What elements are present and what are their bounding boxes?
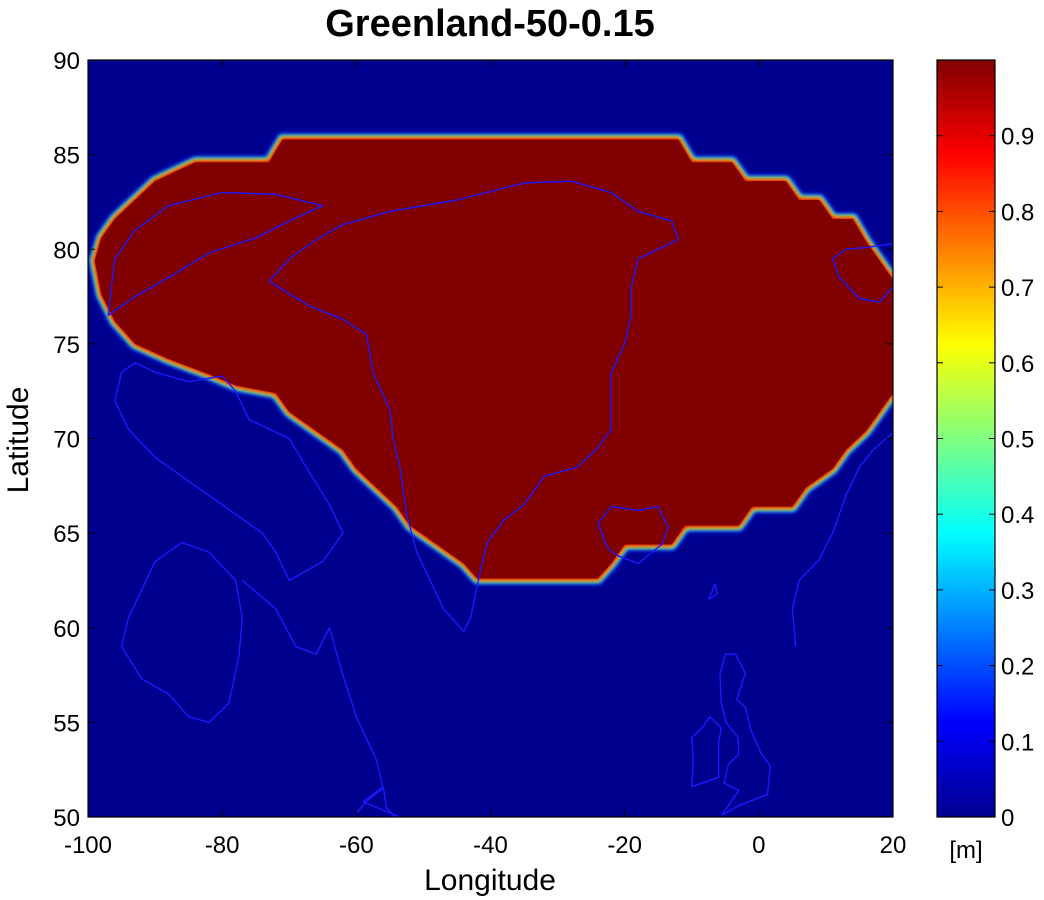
iceland-coast <box>597 505 669 565</box>
baffin-coast <box>114 362 344 582</box>
x-tick-label: -60 <box>339 832 374 859</box>
x-tick-label: -40 <box>473 832 508 859</box>
newfoundland-coast <box>362 786 401 817</box>
colorbar-tick-label: 0.9 <box>1001 124 1034 151</box>
y-axis-label: Latitude <box>2 387 35 494</box>
hudson-bay-coast <box>120 541 243 724</box>
y-tick-label: 50 <box>53 805 80 832</box>
map-plot-area <box>87 59 894 818</box>
colorbar-tick-label: 0.3 <box>1001 578 1034 605</box>
colorbar: 0 0.1 0.2 0.3 0.4 0.5 0.6 0.7 0.8 0.9 [m] <box>936 59 1034 864</box>
x-tick-label: 0 <box>752 832 765 859</box>
colorbar-tick-label: 0.8 <box>1001 199 1034 226</box>
y-tick-label: 80 <box>53 237 80 264</box>
ellesmere-coast <box>107 191 324 317</box>
colorbar-ticks: 0 0.1 0.2 0.3 0.4 0.5 0.6 0.7 0.8 0.9 <box>937 124 1034 832</box>
x-axis-ticks: -100 -80 -60 -40 -20 0 20 <box>64 60 906 859</box>
colorbar-tick-label: 0.1 <box>1001 729 1034 756</box>
y-tick-label: 65 <box>53 521 80 548</box>
colorbar-gradient <box>936 59 996 818</box>
colorbar-unit-label: [m] <box>949 837 982 864</box>
y-tick-label: 75 <box>53 332 80 359</box>
norway-coast <box>791 432 893 647</box>
mask-region <box>94 139 893 579</box>
colorbar-tick-label: 0.2 <box>1001 654 1034 681</box>
x-tick-label: -80 <box>205 832 240 859</box>
labrador-coast <box>241 579 384 814</box>
greenland-coast <box>268 180 679 632</box>
ireland-coast <box>691 716 722 788</box>
y-tick-label: 70 <box>53 427 80 454</box>
svalbard-coast <box>831 242 893 303</box>
colorbar-tick-label: 0.6 <box>1001 351 1034 378</box>
x-axis-label: Longitude <box>424 864 556 897</box>
y-tick-label: 60 <box>53 616 80 643</box>
coastlines <box>107 180 893 817</box>
y-axis-ticks: 90 85 80 75 70 65 60 55 50 <box>53 48 893 832</box>
y-tick-label: 85 <box>53 143 80 170</box>
x-tick-label: 20 <box>880 832 907 859</box>
x-tick-label: -20 <box>607 832 642 859</box>
colorbar-tick-label: 0.5 <box>1001 427 1034 454</box>
colorbar-tick-label: 0.7 <box>1001 275 1034 302</box>
y-tick-label: 90 <box>53 48 80 75</box>
britain-coast <box>719 653 771 816</box>
colorbar-tick-label: 0.4 <box>1001 502 1034 529</box>
faroe-coast <box>707 583 718 600</box>
x-tick-label: -100 <box>64 832 112 859</box>
y-tick-label: 55 <box>53 710 80 737</box>
map-title: Greenland-50-0.15 <box>325 3 654 45</box>
colorbar-tick-label: 0 <box>1001 805 1014 832</box>
